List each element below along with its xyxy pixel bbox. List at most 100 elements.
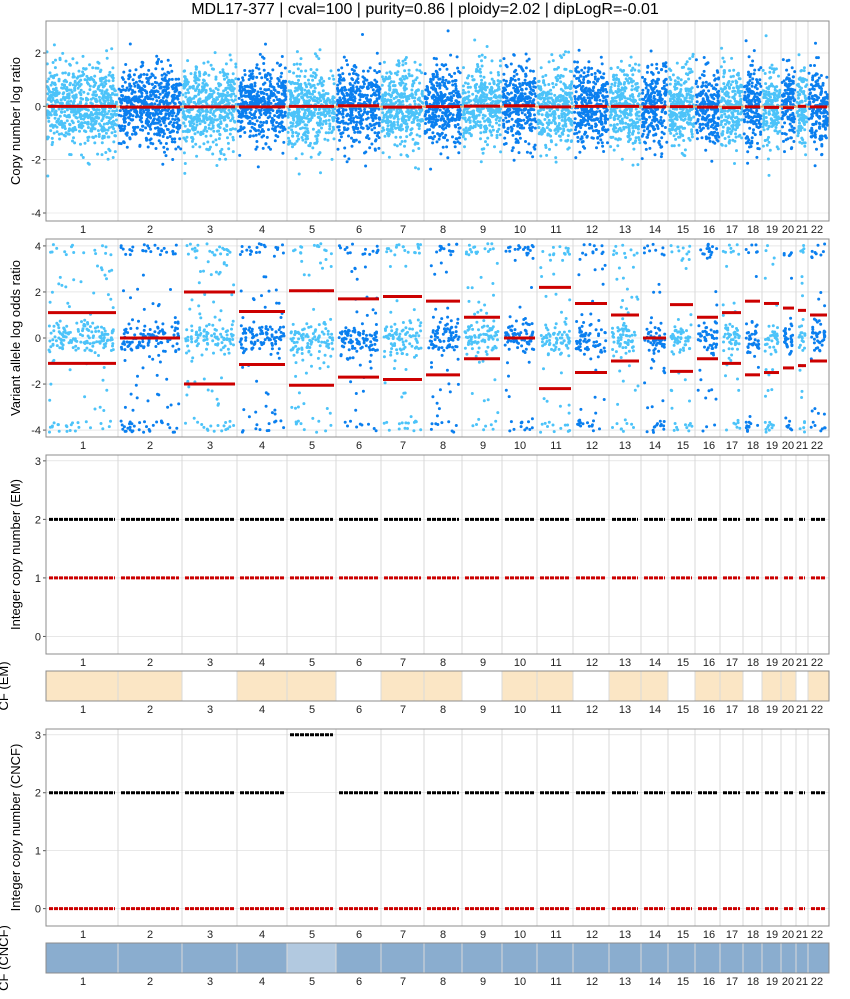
cnlr-point bbox=[189, 97, 192, 101]
cnlr-point bbox=[204, 90, 208, 94]
cnlr-point bbox=[477, 98, 481, 102]
cnlr-point bbox=[315, 54, 319, 58]
cnlr-point bbox=[222, 72, 226, 75]
cnlr-point bbox=[373, 100, 377, 104]
cnlr-point bbox=[313, 71, 317, 75]
cnlr-point bbox=[79, 117, 83, 121]
cnlr-point bbox=[108, 117, 112, 121]
cnlr-point bbox=[446, 122, 450, 126]
cnlr-point bbox=[394, 95, 398, 99]
cnlr-point bbox=[79, 142, 82, 146]
cnlr-point bbox=[68, 153, 72, 156]
cnlr-point bbox=[65, 115, 69, 119]
cnlr-point bbox=[67, 94, 71, 97]
cnlr-point bbox=[259, 87, 263, 91]
cnlr-point bbox=[256, 165, 260, 169]
cnlr-point bbox=[558, 134, 562, 138]
cnlr-point bbox=[352, 120, 356, 124]
cnlr-point bbox=[52, 43, 56, 47]
cnlr-point bbox=[57, 107, 61, 111]
cnlr-point bbox=[336, 87, 340, 91]
cnlr-point bbox=[80, 121, 84, 125]
cnlr-point bbox=[246, 116, 250, 120]
cnlr-point bbox=[418, 110, 422, 114]
cnlr-point bbox=[114, 118, 118, 122]
cnlr-point bbox=[537, 93, 541, 97]
cnlr-point bbox=[403, 92, 406, 96]
cnlr-point bbox=[186, 114, 190, 118]
cnlr-point bbox=[240, 112, 244, 116]
cnlr-point bbox=[523, 107, 527, 111]
cnlr-point bbox=[359, 116, 363, 120]
cnlr-point bbox=[110, 131, 114, 135]
cnlr-point bbox=[78, 129, 81, 133]
cnlr-point bbox=[331, 74, 335, 78]
cnlr-point bbox=[237, 114, 241, 118]
cnlr-point bbox=[527, 101, 531, 105]
cnlr-point bbox=[60, 86, 64, 90]
cnlr-point bbox=[326, 138, 330, 142]
cnlr-point bbox=[164, 142, 168, 145]
cnlr-point bbox=[167, 122, 171, 126]
cnlr-point bbox=[49, 124, 52, 128]
cnlr-point bbox=[539, 122, 543, 126]
cnlr-point bbox=[80, 107, 84, 111]
cnlr-point bbox=[482, 147, 486, 151]
cnlr-point bbox=[319, 117, 323, 121]
cnlr-point bbox=[247, 78, 251, 81]
cnlr-point bbox=[305, 127, 309, 131]
cnlr-point bbox=[562, 129, 566, 133]
cnlr-point bbox=[552, 118, 556, 122]
cnlr-point bbox=[135, 111, 139, 115]
cnlr-point bbox=[423, 72, 427, 76]
cnlr-point bbox=[305, 135, 309, 138]
cnlr-point bbox=[386, 127, 389, 131]
cnlr-point bbox=[214, 75, 218, 79]
cnlr-point bbox=[343, 97, 347, 101]
cnlr-point bbox=[523, 78, 527, 82]
cnlr-point bbox=[257, 128, 260, 132]
cnlr-point bbox=[247, 91, 251, 95]
cnlr-point bbox=[390, 94, 394, 97]
cnlr-point bbox=[154, 110, 158, 114]
cnlr-point bbox=[209, 111, 212, 114]
cnlr-point bbox=[68, 81, 72, 85]
cnlr-point bbox=[349, 112, 353, 116]
cnlr-point bbox=[205, 129, 209, 133]
cnlr-point bbox=[63, 83, 67, 87]
cnlr-point bbox=[176, 112, 180, 116]
cnlr-point bbox=[578, 114, 582, 118]
cnlr-point bbox=[61, 51, 65, 55]
cnlr-point bbox=[60, 110, 64, 114]
cnlr-point bbox=[401, 95, 405, 99]
cnlr-point bbox=[573, 117, 577, 121]
cnlr-point bbox=[321, 89, 325, 93]
cnlr-point bbox=[523, 113, 527, 117]
cnlr-point bbox=[68, 63, 72, 67]
cnlr-point bbox=[365, 136, 368, 139]
cnlr-point bbox=[534, 120, 538, 124]
cnlr-point bbox=[327, 118, 331, 122]
cnlr-point bbox=[46, 174, 50, 178]
cnlr-point bbox=[125, 109, 129, 113]
cnlr-point bbox=[357, 110, 361, 114]
cnlr-point bbox=[399, 135, 402, 139]
cnlr-point bbox=[58, 56, 62, 60]
cnlr-point bbox=[341, 131, 345, 135]
cnlr-point bbox=[277, 91, 281, 94]
cnlr-point bbox=[231, 116, 235, 120]
cnlr-point bbox=[374, 83, 378, 87]
cnlr-point bbox=[399, 77, 403, 81]
cnlr-point bbox=[474, 100, 477, 103]
cnlr-point bbox=[106, 128, 110, 132]
cnlr-point bbox=[316, 112, 320, 116]
cnlr-point bbox=[375, 51, 379, 55]
cnlr-point bbox=[480, 78, 484, 82]
cnlr-point bbox=[318, 151, 322, 155]
cnlr-point bbox=[444, 114, 448, 118]
cnlr-point bbox=[239, 94, 243, 98]
cnlr-point bbox=[567, 100, 570, 104]
cnlr-point bbox=[283, 66, 287, 70]
cnlr-point bbox=[308, 111, 312, 115]
cnlr-point bbox=[350, 96, 354, 99]
